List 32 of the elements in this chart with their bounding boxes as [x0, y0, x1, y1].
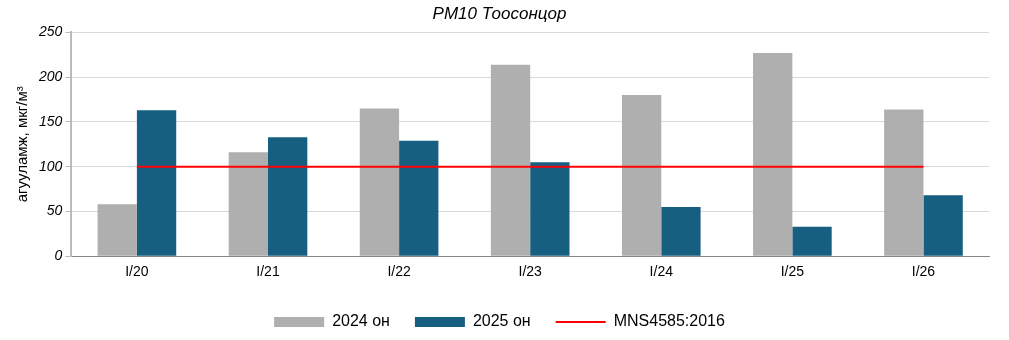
y-tick-label: 250 [38, 23, 63, 40]
y-tick-label: 100 [39, 157, 63, 174]
bar [530, 162, 570, 256]
bar [268, 137, 308, 256]
bar [621, 95, 662, 256]
bar [884, 109, 924, 256]
x-tick-label: I/23 [518, 263, 543, 280]
bar [490, 64, 531, 256]
y-tick-label: 200 [38, 68, 63, 85]
legend-label: 2025 он [472, 312, 531, 330]
x-tick-label: I/21 [256, 263, 280, 280]
legend-label: 2024 он [332, 312, 390, 330]
y-tick-label: 0 [54, 247, 63, 264]
bar [753, 52, 793, 256]
x-tick-label: I/20 [125, 263, 149, 280]
bar [136, 110, 177, 256]
x-tick-label: I/22 [387, 263, 411, 280]
bar [792, 226, 832, 256]
y-axis-title: агууламж, мкг/м³ [13, 86, 31, 203]
x-tick-label: I/25 [780, 263, 805, 280]
bar [661, 206, 701, 256]
chart-title: PM10 Тоосонцор [432, 3, 567, 23]
bar [399, 140, 439, 256]
y-tick-label: 150 [39, 112, 63, 129]
bar [923, 195, 963, 256]
bar [359, 108, 400, 256]
y-tick-label: 50 [46, 202, 63, 219]
legend-label: MNS4585:2016 [613, 312, 725, 330]
bar [228, 152, 268, 256]
x-tick-label: I/26 [911, 263, 936, 280]
x-tick-label: I/24 [649, 263, 674, 280]
bar [97, 204, 137, 256]
